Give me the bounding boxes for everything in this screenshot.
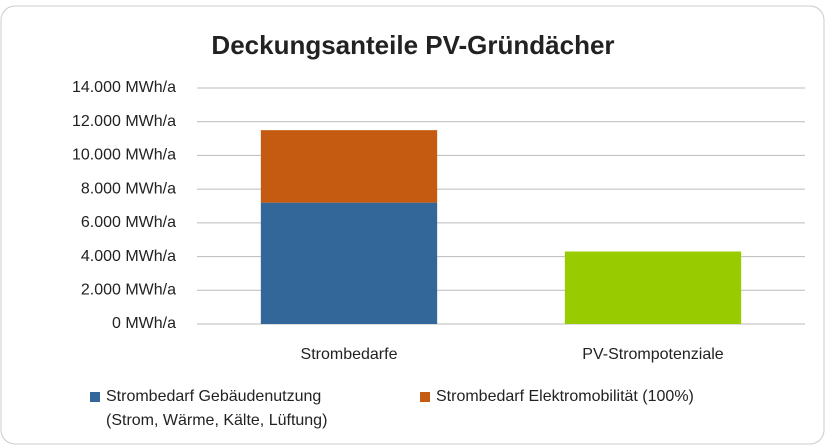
legend-label: Strombedarf Elektromobilität (100%)	[436, 388, 694, 405]
x-tick-label: PV-Strompotenziale	[582, 346, 724, 363]
legend-swatch	[90, 392, 100, 402]
legend-entry: Strombedarf Gebäudenutzung (Strom, Wärme…	[90, 385, 356, 433]
y-tick-label: 2.000 MWh/a	[81, 282, 176, 299]
bar-segment	[260, 202, 438, 324]
y-tick-label: 6.000 MWh/a	[81, 214, 176, 231]
bar-segment	[260, 130, 438, 203]
x-tick-label: Strombedarfe	[301, 346, 398, 363]
legend-entry: Strombedarf Elektromobilität (100%)	[420, 385, 816, 409]
y-tick-label: 12.000 MWh/a	[72, 113, 176, 130]
bar-segment	[564, 251, 742, 324]
chart-title: Deckungsanteile PV-Gründächer	[211, 30, 614, 60]
y-tick-label: 14.000 MWh/a	[72, 79, 176, 96]
legend-label: Strombedarf Gebäudenutzung (Strom, Wärme…	[106, 388, 328, 429]
y-tick-label: 0 MWh/a	[112, 315, 176, 332]
legend-swatch	[420, 392, 430, 402]
y-tick-label: 8.000 MWh/a	[81, 180, 176, 197]
y-tick-label: 10.000 MWh/a	[72, 147, 176, 164]
y-tick-label: 4.000 MWh/a	[81, 248, 176, 265]
